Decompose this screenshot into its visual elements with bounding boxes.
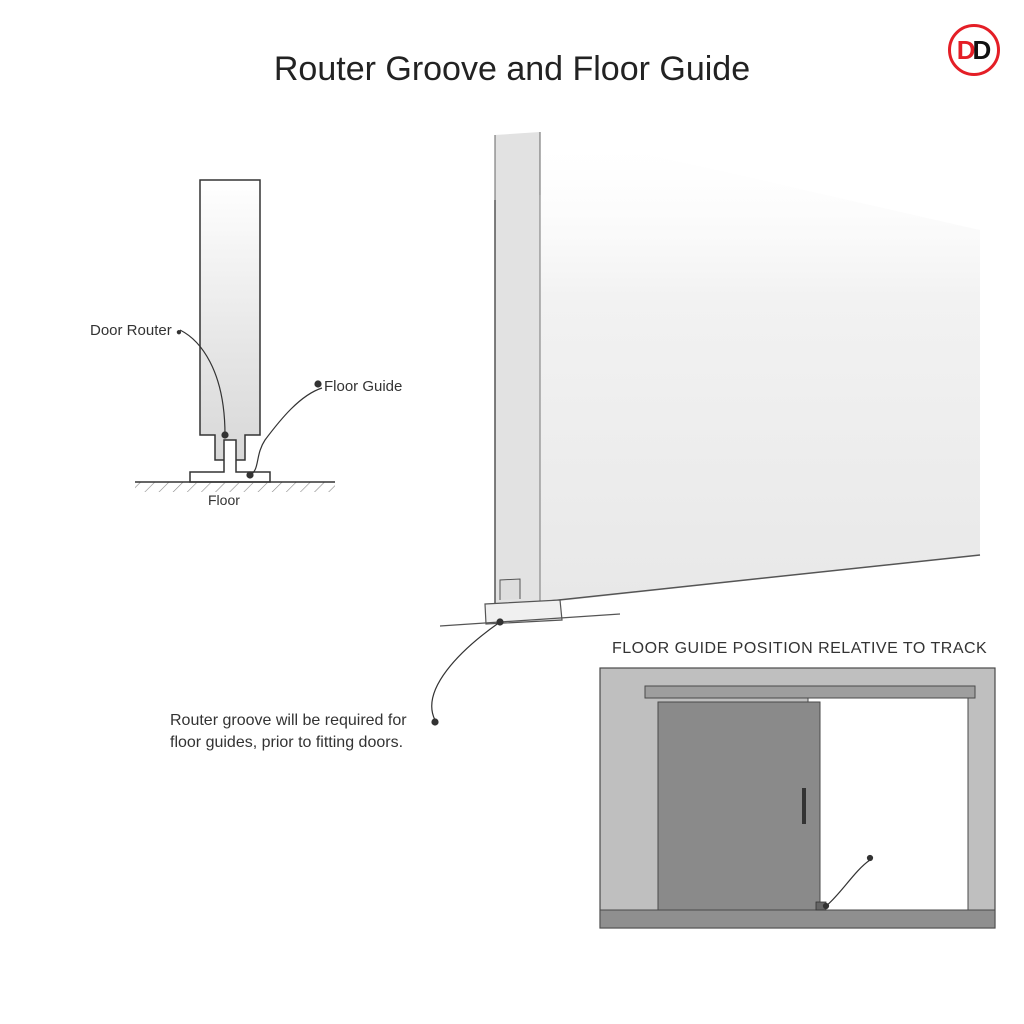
door-perspective <box>440 130 980 626</box>
inset-panel <box>600 668 995 928</box>
diagram-svg <box>0 0 1024 1024</box>
callout-line-note <box>432 619 503 725</box>
cross-section-left <box>135 180 335 492</box>
